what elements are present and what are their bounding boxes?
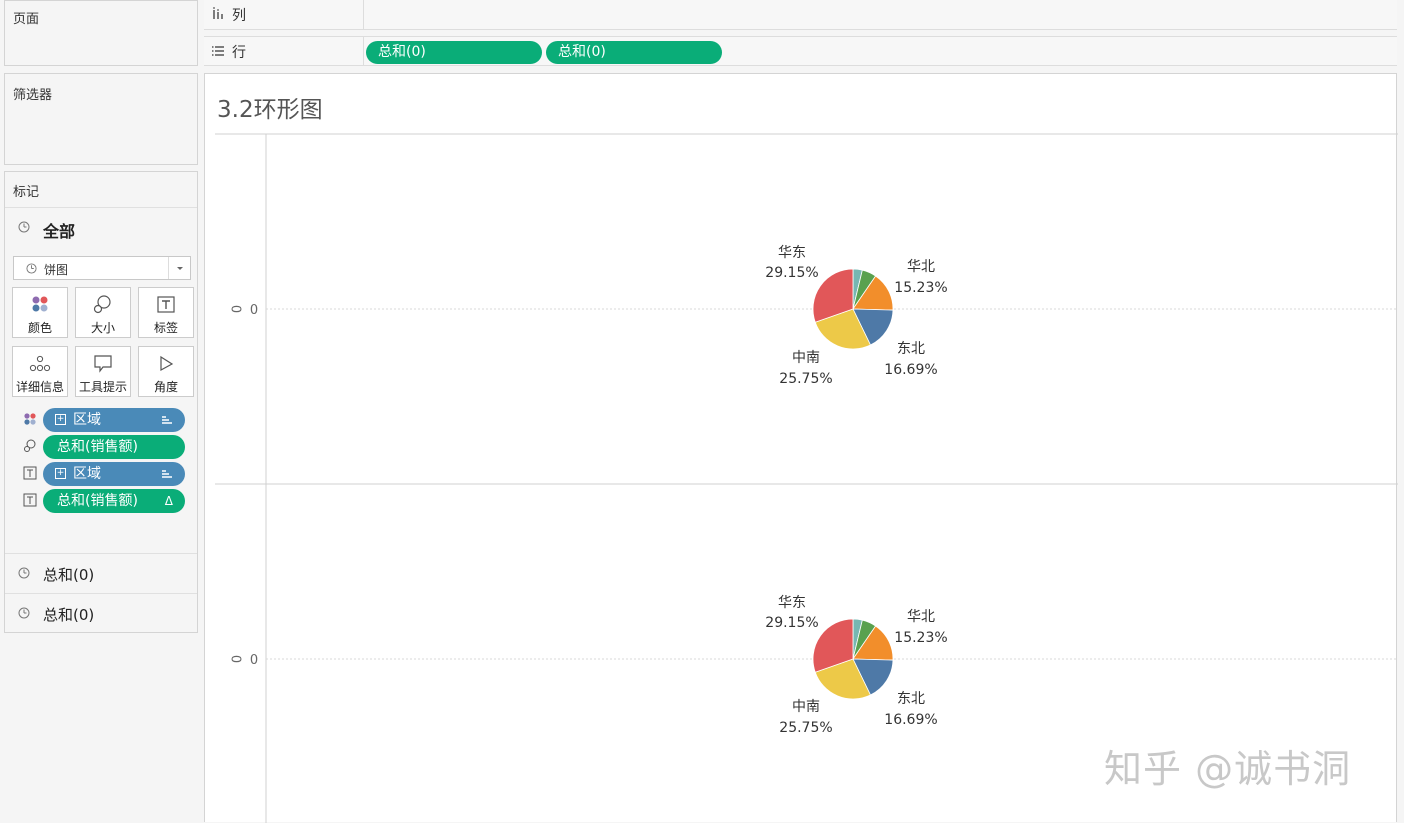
field-pill-region-label[interactable]: + 区域: [43, 462, 185, 486]
sort-icon: [162, 470, 172, 478]
text-label-icon: [157, 296, 175, 313]
marks-all-card[interactable]: 全部: [5, 207, 197, 247]
pie-clock-icon: [18, 567, 30, 579]
chart-area: 0 0 0 0 华东 29.15% 华北 15.23% 东北 16.69% 中南…: [215, 133, 1398, 823]
marks-card-label: 总和(0): [43, 566, 95, 584]
filters-panel[interactable]: 筛选器: [4, 73, 198, 165]
chevron-down-icon[interactable]: [168, 257, 190, 279]
pie-clock-icon: [18, 221, 30, 233]
label-pct-dongbei: 16.69%: [884, 362, 937, 378]
tooltip-icon: [94, 355, 112, 373]
pages-title: 页面: [13, 12, 40, 27]
detail-button[interactable]: 详细信息: [12, 346, 68, 397]
view-title: 3.2环形图: [217, 97, 323, 123]
mark-type-value: 饼图: [44, 263, 69, 277]
pie-clock-icon: [18, 607, 30, 619]
table-calc-delta-icon: Δ: [164, 494, 173, 508]
color-dots-icon: [32, 296, 48, 312]
angle-button[interactable]: 角度: [138, 346, 194, 397]
detail-dots-icon: [29, 355, 51, 372]
marks-title: 标记: [13, 185, 40, 200]
color-button[interactable]: 颜色: [12, 287, 68, 338]
label-button-label: 标签: [153, 321, 178, 335]
pie-type-icon: [26, 263, 37, 274]
label-name-huadong: 华东: [778, 595, 806, 611]
filters-title: 筛选器: [13, 88, 53, 103]
tooltip-button[interactable]: 工具提示: [75, 346, 131, 397]
size-button-label: 大小: [90, 321, 115, 335]
expand-plus-icon[interactable]: +: [55, 414, 66, 425]
tooltip-button-label: 工具提示: [78, 380, 127, 394]
label-name-huadong: 华东: [778, 245, 806, 261]
angle-button-label: 角度: [153, 380, 178, 394]
rows-pill-1[interactable]: 总和(0): [366, 41, 542, 64]
rows-label: 行: [232, 45, 246, 61]
view-canvas: 3.2环形图 0 0 0 0 华东 29.15% 华北 15.23% 东北 16…: [204, 73, 1398, 823]
label-pct-huabei: 15.23%: [894, 630, 947, 646]
color-dots-icon: [24, 413, 36, 425]
columns-label: 列: [232, 8, 246, 24]
pie-chart-2[interactable]: [812, 618, 894, 700]
columns-shelf[interactable]: 列: [204, 0, 1397, 30]
marks-card-sum-1[interactable]: 总和(0): [5, 553, 197, 593]
shelves-area: 列 行 总和(0) 总和(0): [204, 0, 1397, 66]
columns-icon: [213, 7, 223, 19]
detail-button-label: 详细信息: [15, 380, 64, 394]
label-pct-zhongnan: 25.75%: [779, 720, 832, 736]
axis-tick-1: 0: [250, 303, 258, 318]
text-label-icon: [23, 493, 37, 507]
field-pill-sales-size[interactable]: 总和(销售额): [43, 435, 185, 459]
pages-panel: 页面: [4, 0, 198, 66]
marks-card-label: 总和(0): [43, 606, 95, 624]
field-pill-region-color[interactable]: + 区域: [43, 408, 185, 432]
marks-panel: 标记 全部 饼图 颜色 大小: [4, 171, 198, 633]
text-label-icon: [23, 466, 37, 480]
mark-type-dropdown[interactable]: 饼图: [13, 256, 191, 280]
pie-slice-zhongnan[interactable]: [814, 658, 871, 700]
label-pct-dongbei: 16.69%: [884, 712, 937, 728]
field-pill-label: 总和(销售额): [57, 493, 138, 509]
pie-slice-huadong[interactable]: [812, 618, 854, 673]
size-icon: [93, 295, 111, 314]
label-name-huabei: 华北: [907, 259, 935, 275]
label-pct-huabei: 15.23%: [894, 280, 947, 296]
angle-icon: [160, 355, 174, 372]
label-pct-huadong: 29.15%: [765, 265, 818, 281]
pie-chart-1[interactable]: [812, 268, 894, 350]
label-name-dongbei: 东北: [897, 691, 925, 707]
pie-slice-huadong[interactable]: [812, 268, 854, 323]
expand-plus-icon[interactable]: +: [55, 468, 66, 479]
label-name-zhongnan: 中南: [792, 350, 820, 366]
field-pill-sales-label[interactable]: 总和(销售额) Δ: [43, 489, 185, 513]
watermark: 知乎 @诚书洞: [1104, 747, 1352, 791]
rows-icon: [212, 46, 224, 56]
sort-icon: [162, 416, 172, 424]
label-name-zhongnan: 中南: [792, 699, 820, 715]
color-button-label: 颜色: [27, 321, 52, 335]
marks-card-sum-2[interactable]: 总和(0): [5, 593, 197, 633]
label-name-dongbei: 东北: [897, 341, 925, 357]
field-pill-label: 总和(销售额): [57, 439, 138, 455]
size-button[interactable]: 大小: [75, 287, 131, 338]
label-name-huabei: 华北: [907, 609, 935, 625]
label-button[interactable]: 标签: [138, 287, 194, 338]
label-pct-huadong: 29.15%: [765, 615, 818, 631]
label-pct-zhongnan: 25.75%: [779, 371, 832, 387]
axis-title-1: 0: [228, 305, 243, 313]
field-pill-label: 区域: [73, 466, 101, 482]
size-icon: [24, 439, 36, 452]
axis-title-2: 0: [228, 655, 243, 663]
pie-slice-dongbei[interactable]: [852, 308, 894, 346]
rows-shelf[interactable]: 行 总和(0) 总和(0): [204, 36, 1397, 66]
pie-slice-zhongnan[interactable]: [814, 308, 871, 350]
field-pill-label: 区域: [73, 412, 101, 428]
axis-tick-2: 0: [250, 653, 258, 668]
marks-all-label: 全部: [43, 222, 76, 241]
rows-pill-2[interactable]: 总和(0): [546, 41, 722, 64]
pie-slice-dongbei[interactable]: [852, 658, 894, 696]
